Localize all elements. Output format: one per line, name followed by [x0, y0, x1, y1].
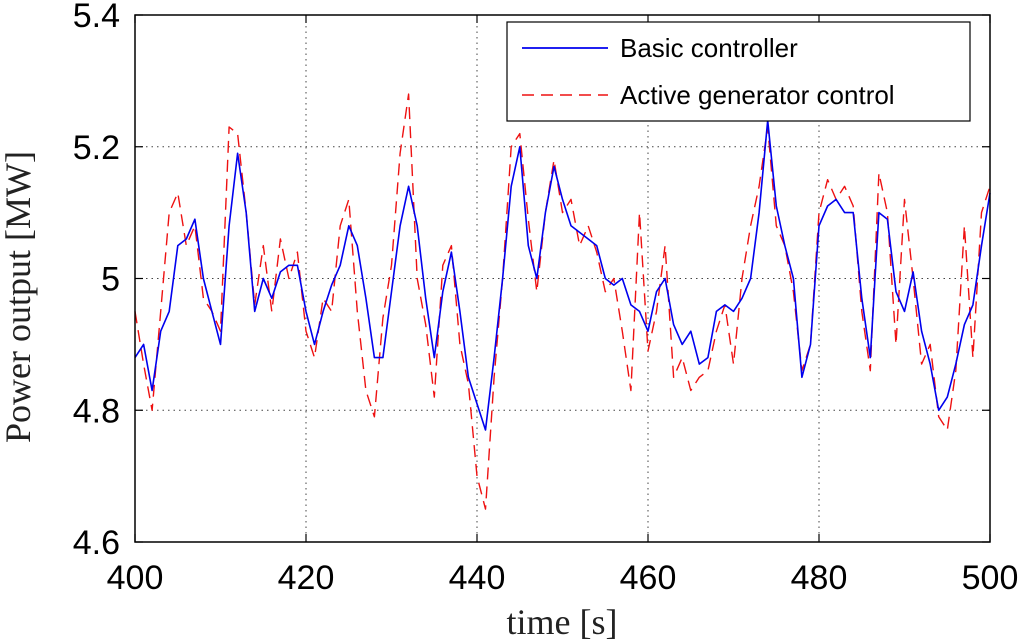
y-tick-label: 5.2 [73, 129, 120, 167]
series-line-active-generator-control [134, 93, 991, 510]
x-tick-label: 500 [962, 559, 1019, 597]
y-tick-label: 5 [101, 261, 120, 299]
x-tick-label: 480 [791, 559, 848, 597]
x-tick-label: 400 [107, 559, 164, 597]
x-tick-label: 460 [620, 559, 677, 597]
y-tick-label: 5.4 [73, 0, 120, 35]
x-tick-label: 440 [449, 559, 506, 597]
x-axis-title: time [s] [507, 602, 618, 642]
legend-label-active-generator-control: Active generator control [620, 80, 895, 110]
legend-label-basic-controller: Basic controller [620, 33, 798, 63]
y-tick-label: 4.6 [73, 524, 120, 562]
y-tick-label: 4.8 [73, 392, 120, 430]
series-layer [134, 93, 991, 510]
tick-layer: 400 420 440 460 480 500 4.6 4.8 5 5.2 5.4 [73, 0, 1019, 597]
legend-box [506, 21, 971, 122]
x-tick-label: 420 [278, 559, 335, 597]
y-axis-title: Power output [MW] [0, 151, 38, 443]
series-line-basic-controller [134, 119, 991, 431]
legend: Basic controller Active generator contro… [506, 21, 971, 122]
